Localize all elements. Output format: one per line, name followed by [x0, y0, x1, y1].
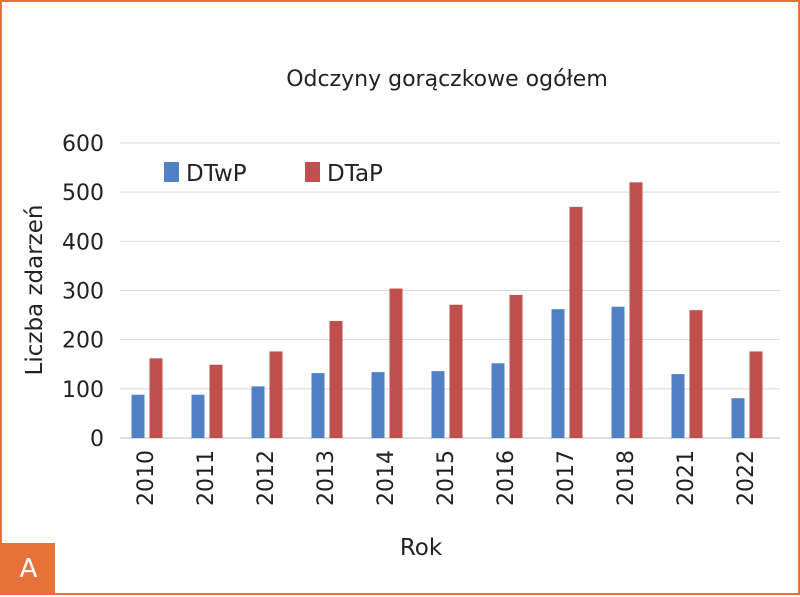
panel-label-badge: A: [2, 543, 55, 595]
bar-dtap-2012: [269, 351, 283, 438]
bar-dtap-2017: [569, 206, 583, 438]
y-tick-label: 0: [90, 427, 104, 452]
bar-dtwp-2010: [131, 394, 145, 438]
x-tick-label: 2021: [674, 450, 699, 506]
y-tick-label: 600: [62, 132, 104, 157]
y-tick-label: 300: [62, 280, 104, 305]
bar-dtwp-2014: [371, 372, 385, 438]
legend-swatch-dtap: [305, 162, 320, 182]
bar-dtap-2014: [389, 288, 403, 438]
y-tick-label: 200: [62, 329, 104, 354]
bar-dtap-2022: [749, 351, 763, 438]
x-tick-label: 2016: [494, 450, 519, 506]
legend: DTwP DTaP: [164, 161, 383, 187]
y-axis-ticks: 0 100 200 300 400 500 600: [62, 132, 104, 452]
bar-dtwp-2011: [191, 394, 205, 438]
bar-dtap-2010: [149, 358, 163, 438]
y-tick-label: 400: [62, 230, 104, 255]
y-tick-label: 100: [62, 378, 104, 403]
bar-dtwp-2013: [311, 373, 325, 438]
bar-dtwp-2017: [551, 309, 565, 438]
x-tick-label: 2022: [734, 450, 759, 506]
bar-dtwp-2016: [491, 363, 505, 438]
y-axis-label: Liczba zdarzeń: [22, 205, 48, 376]
chart-title: Odczyny gorączkowe ogółem: [286, 67, 608, 92]
bar-dtwp-2012: [251, 386, 265, 438]
bar-dtap-2016: [509, 294, 523, 438]
bar-dtwp-2021: [671, 374, 685, 438]
legend-swatch-dtwp: [164, 162, 179, 182]
bar-dtap-2013: [329, 320, 343, 438]
x-tick-label: 2011: [194, 450, 219, 506]
bar-dtwp-2018: [611, 306, 625, 438]
y-tick-label: 500: [62, 181, 104, 206]
x-axis-label: Rok: [400, 535, 443, 561]
x-tick-label: 2017: [554, 450, 579, 506]
bars: [131, 182, 763, 438]
x-tick-label: 2010: [134, 450, 159, 506]
x-tick-label: 2018: [614, 450, 639, 506]
x-tick-label: 2015: [434, 450, 459, 506]
bar-dtwp-2022: [731, 398, 745, 438]
x-tick-label: 2013: [314, 450, 339, 506]
bar-dtap-2021: [689, 310, 703, 438]
legend-label-dtap: DTaP: [327, 161, 383, 187]
x-tick-label: 2012: [254, 450, 279, 506]
bar-dtap-2011: [209, 364, 223, 438]
x-tick-label: 2014: [374, 450, 399, 506]
legend-label-dtwp: DTwP: [186, 161, 247, 187]
x-axis-ticks: 2010 2011 2012 2013 2014 2015 2016 2017 2018 2021…: [134, 450, 759, 506]
bar-dtap-2015: [449, 304, 463, 438]
bar-dtwp-2015: [431, 371, 445, 438]
bar-dtap-2018: [629, 182, 643, 438]
